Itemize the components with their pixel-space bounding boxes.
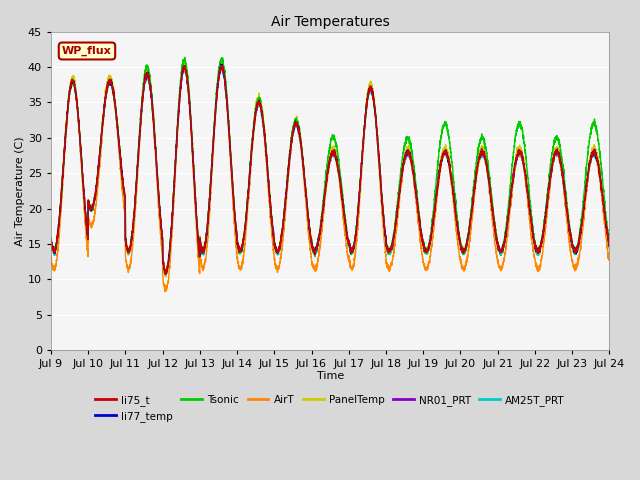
Legend: li75_t, li77_temp, Tsonic, AirT, PanelTemp, NR01_PRT, AM25T_PRT: li75_t, li77_temp, Tsonic, AirT, PanelTe… bbox=[91, 390, 569, 426]
Y-axis label: Air Temperature (C): Air Temperature (C) bbox=[15, 136, 25, 246]
Text: WP_flux: WP_flux bbox=[62, 46, 112, 56]
X-axis label: Time: Time bbox=[317, 371, 344, 381]
Title: Air Temperatures: Air Temperatures bbox=[271, 15, 390, 29]
